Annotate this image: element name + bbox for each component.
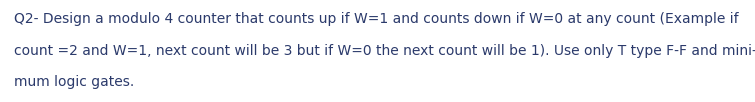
Text: Q2- Design a modulo 4 counter that counts up if W=1 and counts down if W=0 at an: Q2- Design a modulo 4 counter that count… xyxy=(14,12,738,26)
Text: mum logic gates.: mum logic gates. xyxy=(14,75,134,89)
Text: count =2 and W=1, next count will be 3 but if W=0 the next count will be 1). Use: count =2 and W=1, next count will be 3 b… xyxy=(14,44,755,58)
